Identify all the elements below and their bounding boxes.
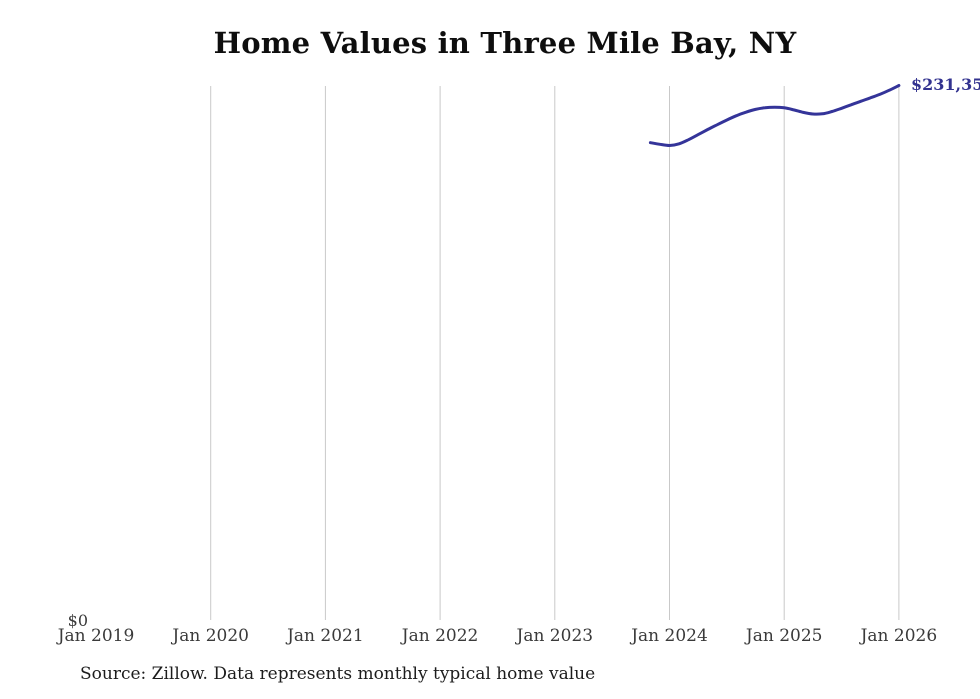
x-tick-label-jan-2020: Jan 2020 <box>172 626 249 646</box>
chart-title: Home Values in Three Mile Bay, NY <box>213 26 797 60</box>
x-tick-label-jan-2023: Jan 2023 <box>516 626 594 646</box>
x-tick-label-jan-2021: Jan 2021 <box>287 626 364 646</box>
y-axis-zero-label: $0 <box>67 611 88 630</box>
x-tick-label-jan-2024: Jan 2024 <box>631 626 708 646</box>
x-tick-label-jan-2019: Jan 2019 <box>57 626 135 646</box>
year-gridlines <box>210 86 900 620</box>
latest-value-label: $231,35 <box>911 75 980 94</box>
x-tick-label-jan-2022: Jan 2022 <box>401 626 479 646</box>
x-tick-label-jan-2025: Jan 2025 <box>745 626 823 646</box>
home-value-line <box>648 84 901 147</box>
x-tick-label-jan-2026: Jan 2026 <box>860 626 938 646</box>
source-note: Source: Zillow. Data represents monthly … <box>80 664 596 684</box>
